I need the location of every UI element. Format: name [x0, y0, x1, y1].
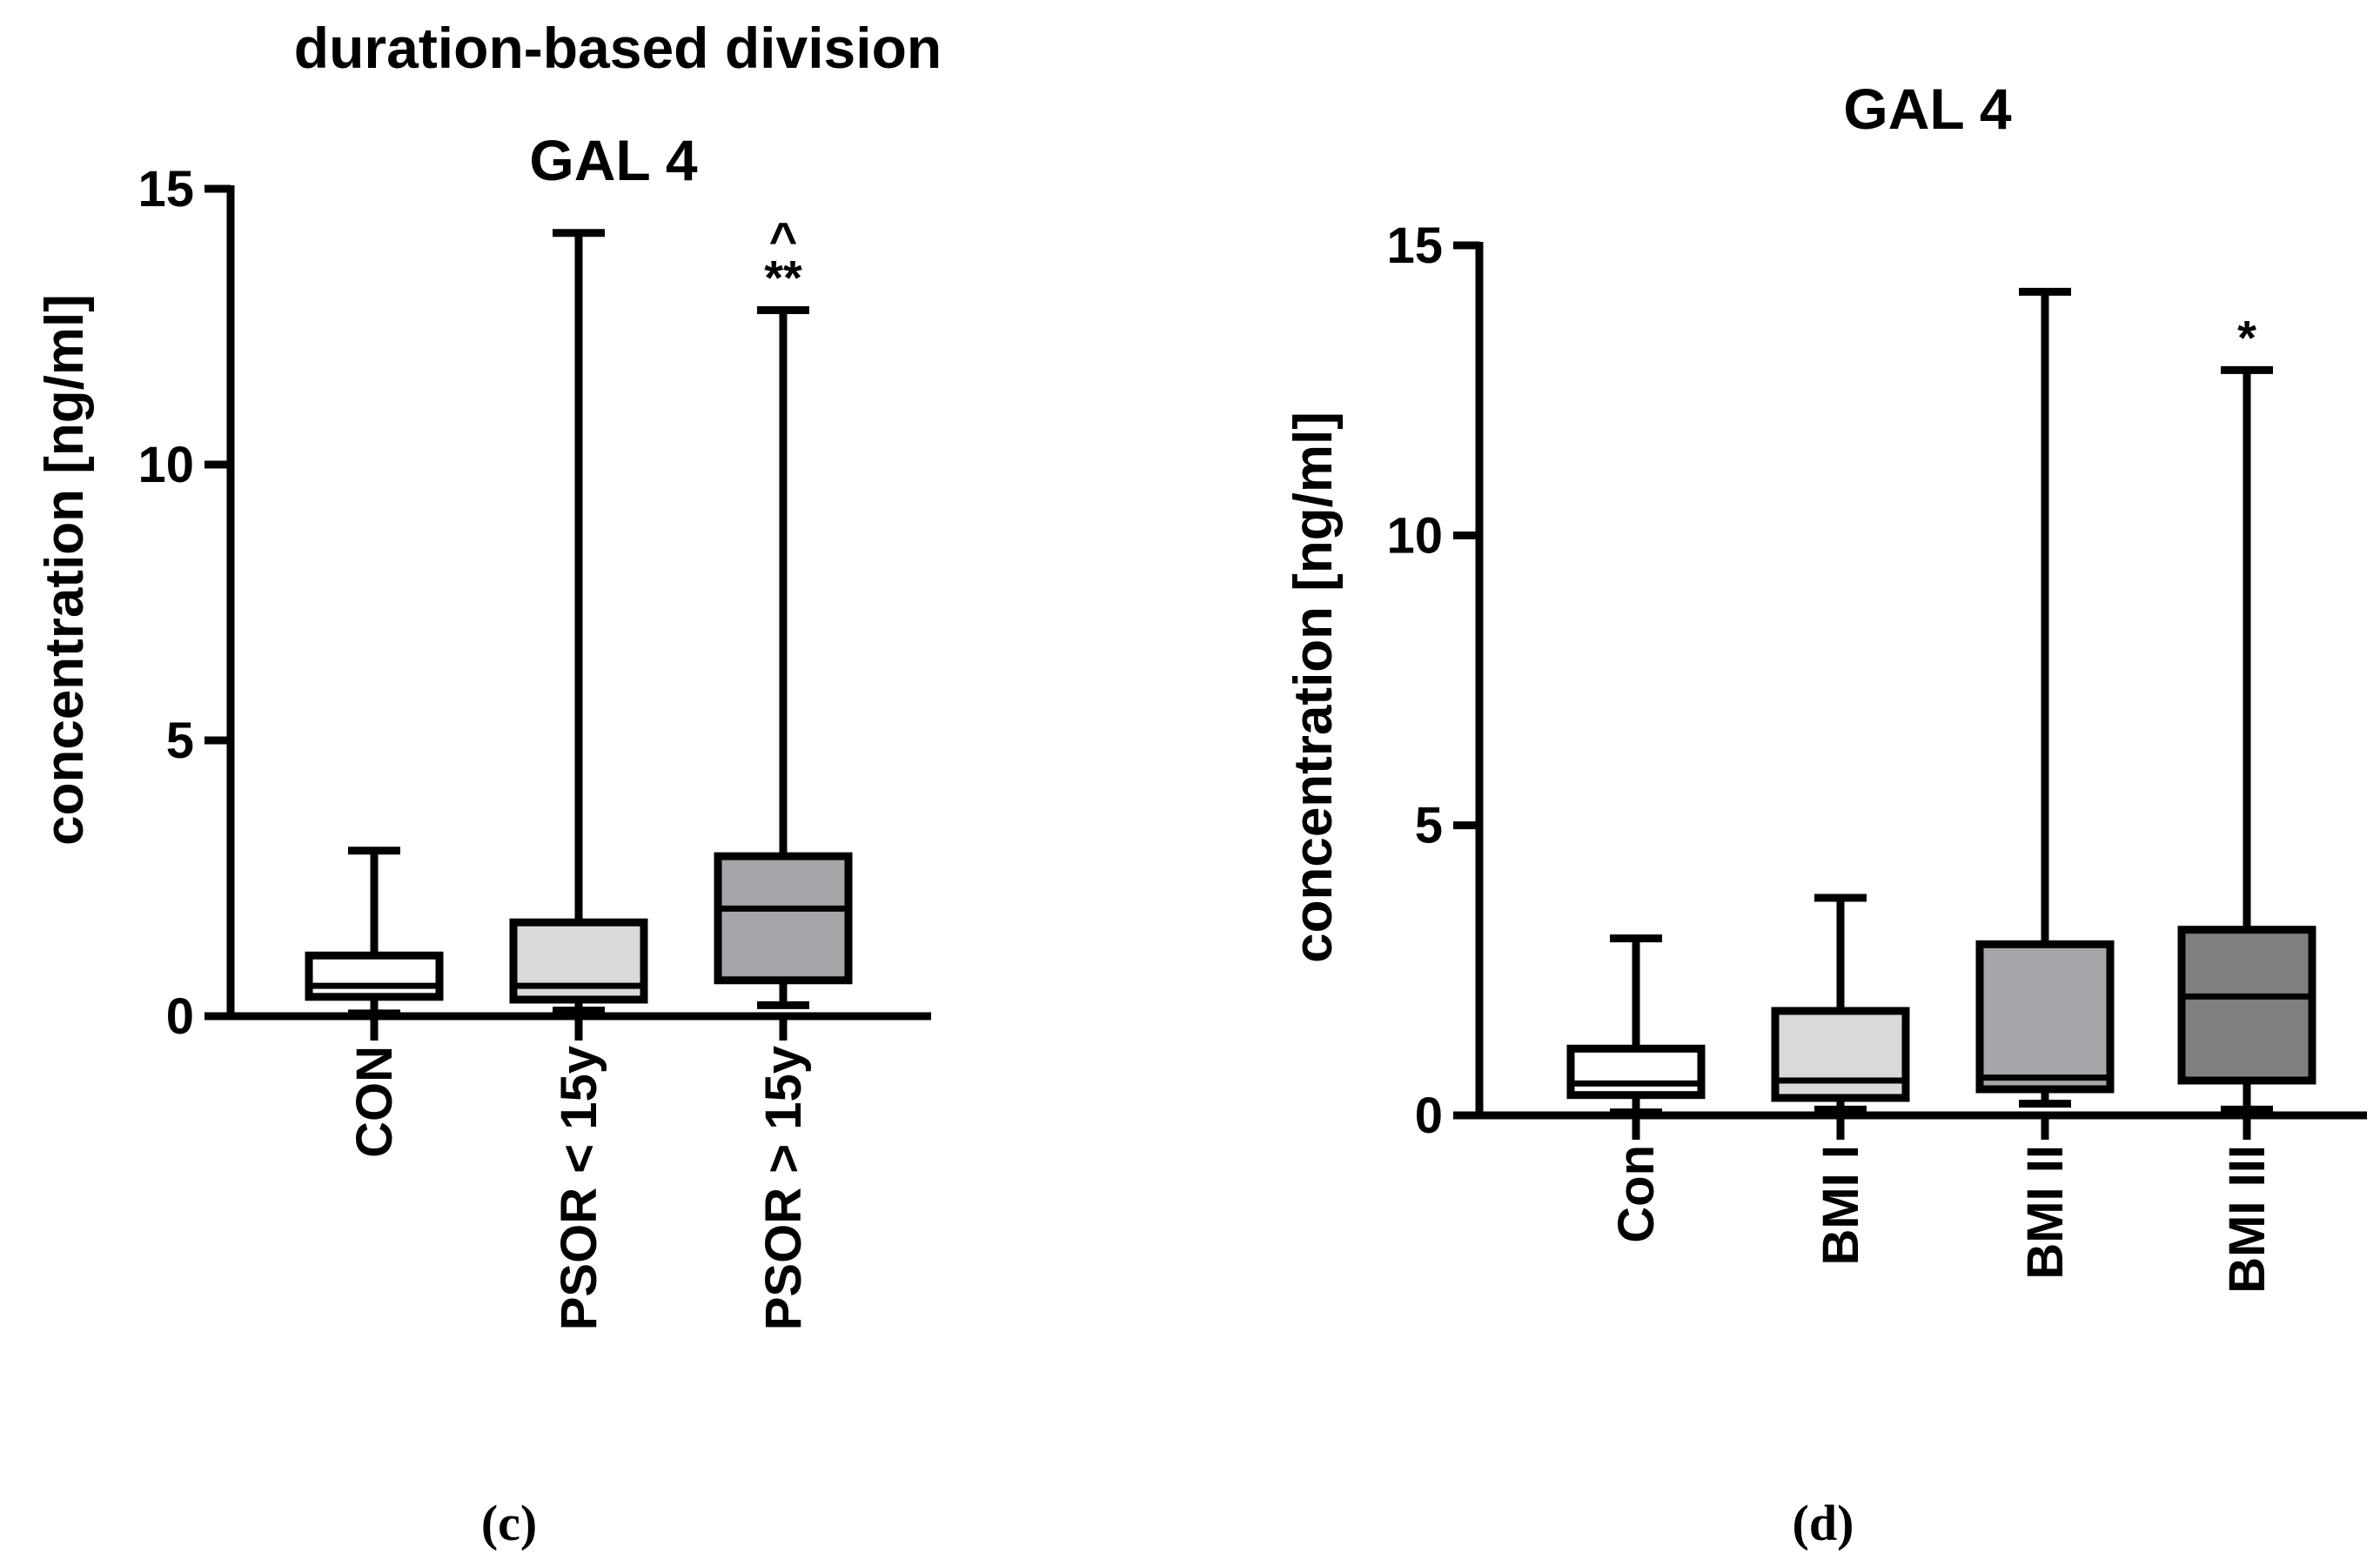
significance-annotation-secondary: ^	[769, 211, 798, 266]
panel-c-title: GAL 4	[529, 128, 697, 192]
panel-d-plot: 0 5 10 15 Con BMI I BMI II * BMI III	[1386, 218, 2367, 1294]
x-category-label: PSOR < 15y	[551, 1046, 607, 1330]
y-tick-label: 10	[137, 437, 194, 493]
panel-c: duration-based division GAL 4 concentrat…	[35, 16, 942, 1551]
panel-c-heading: duration-based division	[294, 16, 942, 80]
significance-annotation: **	[764, 250, 802, 304]
panel-c-label: (c)	[481, 1495, 537, 1551]
y-tick-label: 15	[137, 161, 194, 218]
y-tick-label: 10	[1386, 507, 1443, 564]
y-tick-label: 0	[166, 988, 194, 1045]
y-tick-label: 5	[1415, 798, 1443, 854]
y-tick-label: 15	[1386, 218, 1443, 274]
x-category-label: Con	[1608, 1145, 1665, 1243]
panel-d-title: GAL 4	[1843, 77, 2011, 141]
box	[1566, 1044, 1706, 1100]
box	[714, 852, 853, 985]
x-category-label: BMI III	[2219, 1145, 2276, 1294]
y-tick-label: 5	[166, 713, 194, 769]
panel-c-plot: 0 5 10 15 CON PSOR < 15y **^ PSOR > 15y	[137, 161, 931, 1330]
y-tick-label: 0	[1415, 1088, 1443, 1144]
box	[2177, 926, 2316, 1085]
panel-d-ylabel: concentration [ng/ml]	[1284, 412, 1344, 963]
x-category-label: BMI I	[1813, 1145, 1869, 1266]
x-category-label: BMI II	[2017, 1145, 2074, 1280]
panel-d-label: (d)	[1793, 1495, 1854, 1551]
panel-c-ylabel: concentration [ng/ml]	[35, 294, 95, 846]
box	[1771, 1007, 1910, 1102]
x-category-label: PSOR > 15y	[755, 1046, 812, 1330]
box	[1975, 940, 2115, 1094]
box	[305, 951, 444, 1001]
x-category-label: CON	[346, 1046, 403, 1158]
significance-annotation: *	[2237, 310, 2256, 365]
panel-d: GAL 4 concentration [ng/ml] 0 5 10 15 Con BMI…	[1284, 77, 2367, 1551]
